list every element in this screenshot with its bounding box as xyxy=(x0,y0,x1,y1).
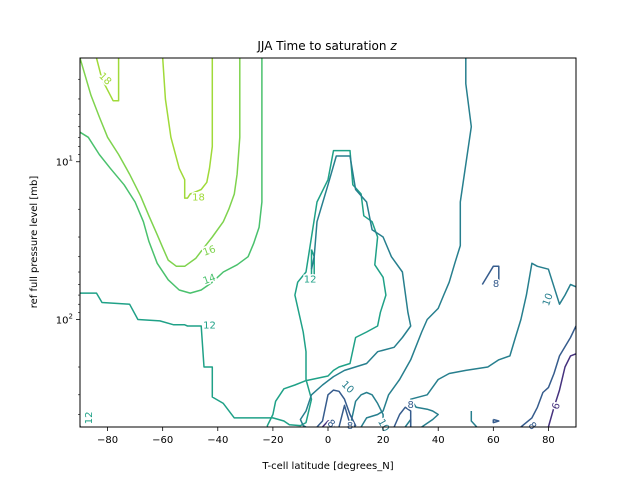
contour-label: 8 xyxy=(493,279,499,290)
contour-level-10 xyxy=(349,391,384,427)
contour-label: 8 xyxy=(408,400,414,411)
y-tick-label: 102 xyxy=(56,313,73,327)
x-tick-label: −60 xyxy=(152,435,173,446)
contour-lines xyxy=(80,58,576,427)
x-tick-label: −20 xyxy=(262,435,283,446)
contour-level-12 xyxy=(80,149,387,427)
x-axis-ticks: −80 −60 −40 −20 0 20 40 60 80 xyxy=(97,427,555,446)
x-tick-label: −80 xyxy=(97,435,118,446)
chart-title: JJA Time to saturation z xyxy=(256,39,397,53)
contour-level-16 xyxy=(80,58,241,268)
contour-level-8 xyxy=(338,404,351,427)
y-tick-label: 101 xyxy=(56,155,73,169)
y-axis-ticks: 101 102 xyxy=(56,78,80,415)
contour-level-18 xyxy=(161,58,214,199)
contour-level-10 xyxy=(470,411,478,427)
x-tick-label: 20 xyxy=(377,435,390,446)
x-tick-label: 40 xyxy=(432,435,445,446)
y-axis-label: ref full pressure level [mb] xyxy=(29,176,40,309)
contour-label: 18 xyxy=(192,193,205,204)
x-axis-label: T-cell latitude [degrees_N] xyxy=(261,461,393,472)
contour-level-18 xyxy=(95,58,120,102)
contour-label: 12 xyxy=(203,321,216,332)
contour-level-8 xyxy=(492,418,500,424)
contour-label: 8 xyxy=(347,421,353,432)
contour-level-6 xyxy=(547,353,576,427)
contour-level-10 xyxy=(299,155,412,427)
contour-level-14 xyxy=(80,58,263,294)
x-tick-label: 0 xyxy=(325,435,331,446)
contour-level-8 xyxy=(316,389,357,427)
contour-level-8 xyxy=(520,325,576,427)
x-tick-label: 60 xyxy=(487,435,500,446)
contour-level-8 xyxy=(481,265,500,285)
contour-label: 14 xyxy=(202,272,218,287)
contour-label: 12 xyxy=(304,274,317,285)
chart-title-variable: z xyxy=(389,39,397,53)
contour-label: 12 xyxy=(84,412,95,425)
contour-level-10 xyxy=(409,262,576,427)
contour-level-6 xyxy=(321,420,335,427)
contour-level-8 xyxy=(393,406,412,427)
x-tick-label: −40 xyxy=(207,435,228,446)
x-tick-label: 80 xyxy=(542,435,555,446)
